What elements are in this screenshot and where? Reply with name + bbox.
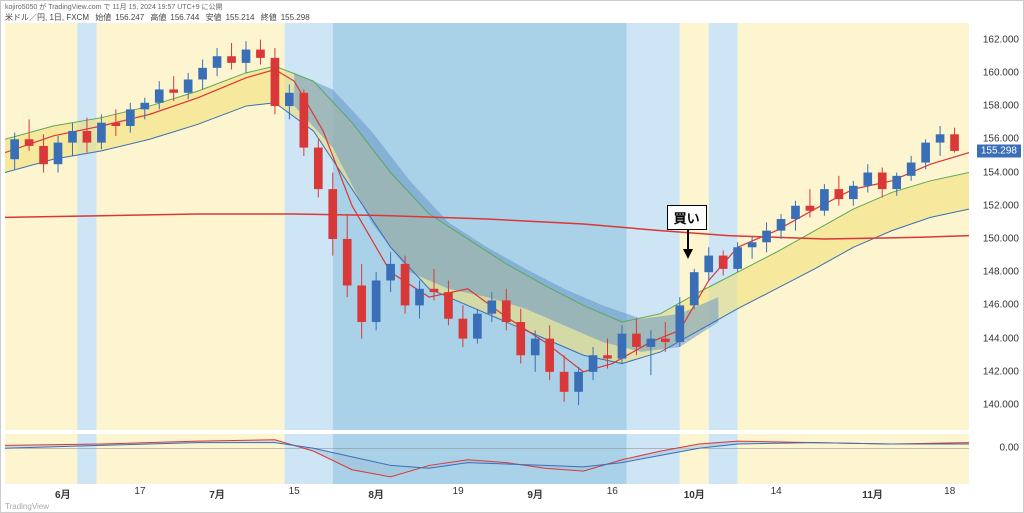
time-tick: 8月	[368, 486, 384, 501]
indicator-axis[interactable]: 0.00	[973, 434, 1023, 484]
price-tick: 158.000	[983, 101, 1019, 112]
time-axis[interactable]: 6月 17 7月 15 8月 19 9月 16 10月 14 11月 18	[5, 486, 969, 502]
close-value: 155.298	[281, 13, 310, 22]
symbol-label: 米ドル／円, 1日, FXCM	[5, 13, 89, 22]
time-tick: 18	[944, 486, 955, 497]
price-tick: 144.000	[983, 333, 1019, 344]
high-value: 156.744	[170, 13, 199, 22]
high-label: 高値	[150, 13, 166, 22]
price-tick: 140.000	[983, 400, 1019, 411]
indicator-zero-tick: 0.00	[1000, 443, 1019, 454]
price-tick: 142.000	[983, 366, 1019, 377]
price-tick: 160.000	[983, 67, 1019, 78]
price-tick: 148.000	[983, 267, 1019, 278]
time-tick: 6月	[55, 486, 71, 501]
price-tick: 156.000	[983, 134, 1019, 145]
time-tick: 10月	[684, 486, 705, 501]
time-tick: 14	[771, 486, 782, 497]
tradingview-watermark: TradingView	[5, 502, 49, 511]
close-label: 終値	[261, 13, 277, 22]
low-label: 安値	[206, 13, 222, 22]
current-price-badge: 155.298	[977, 144, 1021, 157]
indicator-chart[interactable]	[5, 434, 969, 484]
low-value: 155.214	[226, 13, 255, 22]
price-tick: 154.000	[983, 167, 1019, 178]
price-tick: 150.000	[983, 233, 1019, 244]
time-tick: 16	[607, 486, 618, 497]
main-chart[interactable]: 買い	[5, 23, 969, 430]
open-label: 始値	[95, 13, 111, 22]
symbol-info-bar: 米ドル／円, 1日, FXCM 始値 156.247 高値 156.744 安値 15…	[1, 11, 1023, 23]
open-value: 156.247	[115, 13, 144, 22]
time-tick: 17	[134, 486, 145, 497]
price-tick: 146.000	[983, 300, 1019, 311]
publish-header: kojiro5050 が TradingView.com で 11月 15, 2…	[1, 1, 1023, 11]
time-tick: 9月	[527, 486, 543, 501]
price-tick: 152.000	[983, 200, 1019, 211]
price-axis[interactable]: 140.000 142.000 144.000 146.000 148.000 150.0…	[973, 23, 1023, 430]
chart-container: kojiro5050 が TradingView.com で 11月 15, 2…	[0, 0, 1024, 513]
buy-annotation: 買い	[667, 205, 707, 230]
time-tick: 11月	[862, 486, 883, 501]
time-tick: 7月	[209, 486, 225, 501]
price-tick: 162.000	[983, 34, 1019, 45]
time-tick: 15	[289, 486, 300, 497]
time-tick: 19	[453, 486, 464, 497]
